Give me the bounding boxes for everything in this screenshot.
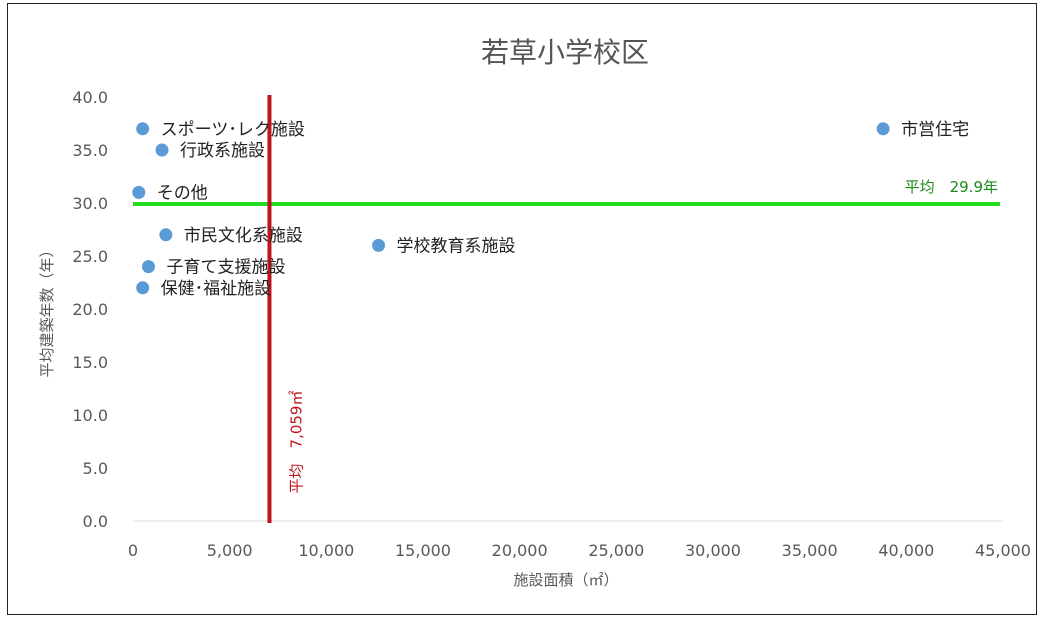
data-point-marker	[132, 185, 146, 199]
data-point-label: 市民文化系施設	[184, 226, 303, 246]
y-tick-label: 0.0	[83, 512, 108, 531]
average-area-label: 平均 7,059㎡	[287, 391, 305, 494]
x-tick-label: 30,000	[685, 541, 741, 560]
data-point-label: 子育て支援施設	[166, 258, 285, 278]
y-axis-ticks: 0.0 5.0 10.0 15.0 20.0 25.0 30.0 35.0 40.0	[72, 88, 108, 531]
data-point-label: 市営住宅	[901, 120, 969, 140]
y-tick-label: 35.0	[72, 141, 108, 160]
data-point-marker	[136, 281, 150, 295]
data-point-label: 保健･福祉施設	[161, 279, 272, 299]
data-point-marker	[136, 122, 150, 136]
chart-frame	[7, 3, 1037, 615]
x-tick-label: 35,000	[782, 541, 838, 560]
y-tick-label: 20.0	[72, 300, 108, 319]
data-point-marker	[372, 238, 386, 252]
x-axis-ticks: 0 5,000 10,000 15,000 20,000 25,000 30,000 35,0…	[128, 541, 1031, 560]
y-tick-label: 25.0	[72, 247, 108, 266]
y-tick-label: 10.0	[72, 406, 108, 425]
x-tick-label: 15,000	[395, 541, 451, 560]
data-point-label: 学校教育系施設	[397, 236, 516, 256]
chart-title: 若草小学校区	[481, 36, 649, 69]
data-point-label: その他	[157, 183, 208, 203]
data-point-marker	[155, 143, 169, 157]
y-tick-label: 30.0	[72, 194, 108, 213]
x-tick-label: 45,000	[975, 541, 1031, 560]
x-tick-label: 20,000	[492, 541, 548, 560]
x-axis-title: 施設面積（㎡）	[513, 571, 618, 589]
x-tick-label: 40,000	[878, 541, 934, 560]
data-point-marker	[159, 228, 173, 242]
data-point-label: スポーツ･レク施設	[161, 120, 305, 140]
x-tick-label: 0	[128, 541, 138, 560]
y-tick-label: 5.0	[83, 459, 108, 478]
x-tick-label: 5,000	[207, 541, 253, 560]
data-point-label: 行政系施設	[180, 141, 265, 161]
x-tick-label: 10,000	[298, 541, 354, 560]
x-tick-label: 25,000	[588, 541, 644, 560]
data-point-marker	[141, 260, 155, 274]
data-point-marker	[876, 122, 890, 136]
y-tick-label: 40.0	[72, 88, 108, 107]
y-axis-title: 平均建築年数（年）	[38, 242, 56, 377]
average-age-label: 平均 29.9年	[905, 178, 998, 196]
y-tick-label: 15.0	[72, 353, 108, 372]
